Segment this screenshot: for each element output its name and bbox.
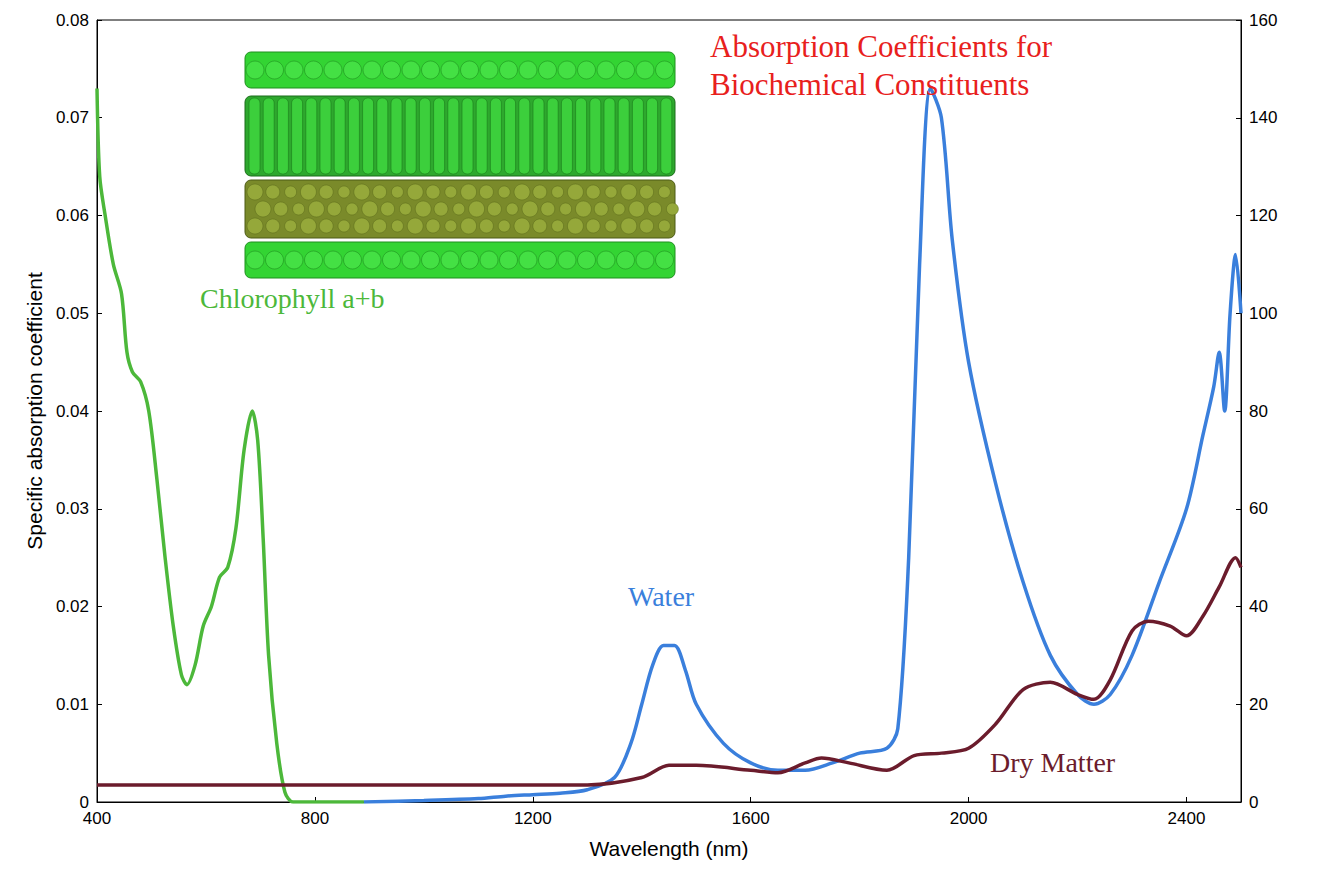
svg-text:2400: 2400	[1168, 809, 1206, 828]
svg-text:80: 80	[1249, 402, 1268, 421]
svg-text:2000: 2000	[950, 809, 988, 828]
svg-text:Water: Water	[628, 581, 695, 612]
svg-text:60: 60	[1249, 499, 1268, 518]
svg-text:20: 20	[1249, 695, 1268, 714]
svg-text:Dry Matter: Dry Matter	[990, 747, 1116, 778]
svg-text:0.07: 0.07	[56, 108, 89, 127]
svg-text:400: 400	[83, 809, 111, 828]
svg-text:0.05: 0.05	[56, 304, 89, 323]
svg-text:140: 140	[1249, 108, 1277, 127]
svg-text:0.06: 0.06	[56, 206, 89, 225]
svg-text:0.08: 0.08	[56, 11, 89, 30]
svg-text:0: 0	[79, 792, 89, 812]
svg-text:1600: 1600	[732, 809, 770, 828]
svg-text:40: 40	[1249, 597, 1268, 616]
svg-text:Absorption Coefficients for: Absorption Coefficients for	[710, 29, 1060, 64]
svg-text:Wavelength (nm): Wavelength (nm)	[589, 837, 748, 860]
svg-text:0.02: 0.02	[56, 597, 89, 616]
svg-text:0.03: 0.03	[56, 499, 89, 518]
svg-text:100: 100	[1249, 304, 1277, 323]
svg-text:Specific absorption coefficien: Specific absorption coefficient	[23, 272, 46, 550]
svg-text:0.04: 0.04	[56, 402, 89, 421]
svg-text:Chlorophyll a+b: Chlorophyll a+b	[200, 283, 385, 314]
svg-text:0.01: 0.01	[56, 695, 89, 714]
svg-text:160: 160	[1249, 11, 1277, 30]
svg-text:1200: 1200	[514, 809, 552, 828]
svg-text:0: 0	[1249, 793, 1258, 812]
svg-text:Biochemical Constituents: Biochemical Constituents	[710, 67, 1029, 102]
svg-text:120: 120	[1249, 206, 1277, 225]
svg-text:800: 800	[301, 809, 329, 828]
